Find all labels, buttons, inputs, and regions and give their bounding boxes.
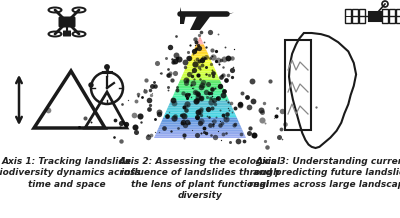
- Polygon shape: [179, 80, 221, 82]
- Polygon shape: [177, 85, 223, 87]
- Polygon shape: [182, 75, 218, 77]
- Polygon shape: [188, 61, 212, 63]
- Polygon shape: [170, 100, 230, 102]
- Polygon shape: [161, 121, 239, 123]
- Polygon shape: [195, 46, 205, 48]
- Polygon shape: [172, 95, 228, 97]
- Polygon shape: [198, 39, 202, 41]
- Polygon shape: [178, 83, 222, 85]
- Polygon shape: [168, 104, 232, 106]
- Bar: [389, 9, 395, 23]
- FancyBboxPatch shape: [58, 17, 76, 27]
- Polygon shape: [192, 51, 208, 53]
- Polygon shape: [165, 112, 235, 114]
- Polygon shape: [183, 72, 217, 73]
- Polygon shape: [188, 60, 212, 61]
- Polygon shape: [186, 67, 214, 68]
- Polygon shape: [155, 135, 245, 136]
- Polygon shape: [227, 12, 234, 15]
- Polygon shape: [156, 133, 244, 135]
- Polygon shape: [186, 65, 214, 67]
- Circle shape: [89, 83, 93, 87]
- Polygon shape: [157, 129, 243, 131]
- Polygon shape: [182, 73, 218, 75]
- Polygon shape: [162, 119, 238, 121]
- Polygon shape: [166, 109, 234, 111]
- Polygon shape: [167, 107, 233, 109]
- Polygon shape: [193, 50, 207, 51]
- Polygon shape: [180, 78, 220, 80]
- Polygon shape: [194, 48, 206, 50]
- Polygon shape: [185, 68, 215, 70]
- Polygon shape: [168, 106, 232, 107]
- Polygon shape: [196, 43, 204, 44]
- Bar: [382, 9, 388, 23]
- Polygon shape: [164, 114, 236, 116]
- Polygon shape: [169, 102, 231, 104]
- Polygon shape: [198, 38, 202, 39]
- Polygon shape: [173, 94, 227, 95]
- Polygon shape: [199, 36, 201, 38]
- FancyBboxPatch shape: [369, 12, 381, 21]
- Polygon shape: [180, 7, 182, 14]
- Polygon shape: [156, 131, 244, 133]
- Polygon shape: [158, 126, 242, 128]
- Polygon shape: [162, 118, 238, 119]
- Bar: [285, 40, 311, 130]
- Polygon shape: [166, 111, 234, 112]
- Polygon shape: [175, 90, 225, 92]
- Polygon shape: [158, 128, 242, 129]
- Circle shape: [105, 65, 109, 69]
- Polygon shape: [159, 124, 241, 126]
- Polygon shape: [180, 14, 186, 24]
- Polygon shape: [181, 77, 219, 78]
- Polygon shape: [189, 58, 211, 60]
- Polygon shape: [172, 97, 228, 99]
- Polygon shape: [174, 92, 226, 94]
- Text: Axis 3: Understanding current
and predicting future landslide
regimes across lar: Axis 3: Understanding current and predic…: [249, 157, 400, 189]
- Polygon shape: [197, 41, 203, 43]
- Polygon shape: [160, 123, 240, 124]
- Bar: [345, 9, 351, 23]
- Polygon shape: [184, 70, 216, 72]
- Bar: [396, 9, 400, 23]
- FancyBboxPatch shape: [63, 31, 71, 36]
- Text: Axis 1: Tracking landslide
biodiversity dynamics across
time and space: Axis 1: Tracking landslide biodiversity …: [0, 157, 141, 189]
- Bar: [352, 9, 358, 23]
- Polygon shape: [176, 89, 224, 90]
- Polygon shape: [154, 136, 246, 138]
- Text: Axis 2: Assessing the ecological
influence of landslides through
the lens of pla: Axis 2: Assessing the ecological influen…: [119, 157, 281, 200]
- Polygon shape: [190, 56, 210, 58]
- Polygon shape: [190, 14, 212, 30]
- Polygon shape: [191, 55, 209, 56]
- Polygon shape: [176, 87, 224, 89]
- Polygon shape: [196, 44, 204, 46]
- Polygon shape: [178, 82, 222, 83]
- Polygon shape: [163, 116, 237, 118]
- Polygon shape: [171, 99, 229, 100]
- Bar: [359, 9, 365, 23]
- Polygon shape: [187, 63, 213, 65]
- Polygon shape: [192, 53, 208, 55]
